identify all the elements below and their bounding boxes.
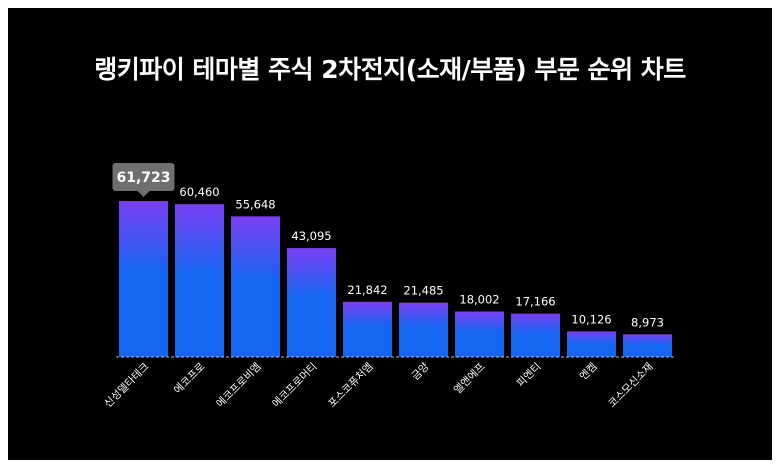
bar-4 <box>287 248 336 357</box>
category-label-1: 신성델타테크 <box>102 360 152 410</box>
bar-3 <box>231 216 280 357</box>
bar-9 <box>567 331 616 357</box>
category-label-10: 코스모신소재 <box>606 361 655 410</box>
value-label-7: 18,002 <box>459 293 499 307</box>
bar-2 <box>175 204 224 357</box>
chart-title: 랭키파이 테마별 주식 2차전지(소재/부품) 부문 순위 차트 <box>94 55 686 84</box>
value-label-8: 17,166 <box>515 295 555 309</box>
value-label-9: 10,126 <box>571 312 611 326</box>
value-label-6: 21,485 <box>403 284 443 298</box>
value-label-10: 8,973 <box>631 315 664 329</box>
bar-7 <box>455 311 504 357</box>
bar-5 <box>343 301 392 357</box>
category-label-8: 피엔티 <box>515 361 544 390</box>
value-badge: 61,723 <box>112 163 175 197</box>
category-label-7: 엘앤에프 <box>451 360 488 397</box>
value-label-3: 55,648 <box>235 197 275 211</box>
category-label-2: 에코프로 <box>172 360 208 396</box>
category-label-9: 엔켐 <box>577 361 599 383</box>
value-label-2: 60,460 <box>179 185 219 199</box>
value-label-1: 61,723 <box>116 170 170 186</box>
category-label-4: 에코프로머티 <box>270 361 319 410</box>
category-label-5: 포스코퓨처엠 <box>326 361 375 410</box>
bar-1 <box>119 201 168 357</box>
category-label-6: 금양 <box>409 360 431 382</box>
value-label-5: 21,842 <box>347 283 387 297</box>
value-label-4: 43,095 <box>291 229 331 243</box>
bar-6 <box>399 302 448 357</box>
bar-10 <box>623 334 672 357</box>
category-label-3: 에코프로비엠 <box>214 361 263 410</box>
bar-8 <box>511 313 560 357</box>
